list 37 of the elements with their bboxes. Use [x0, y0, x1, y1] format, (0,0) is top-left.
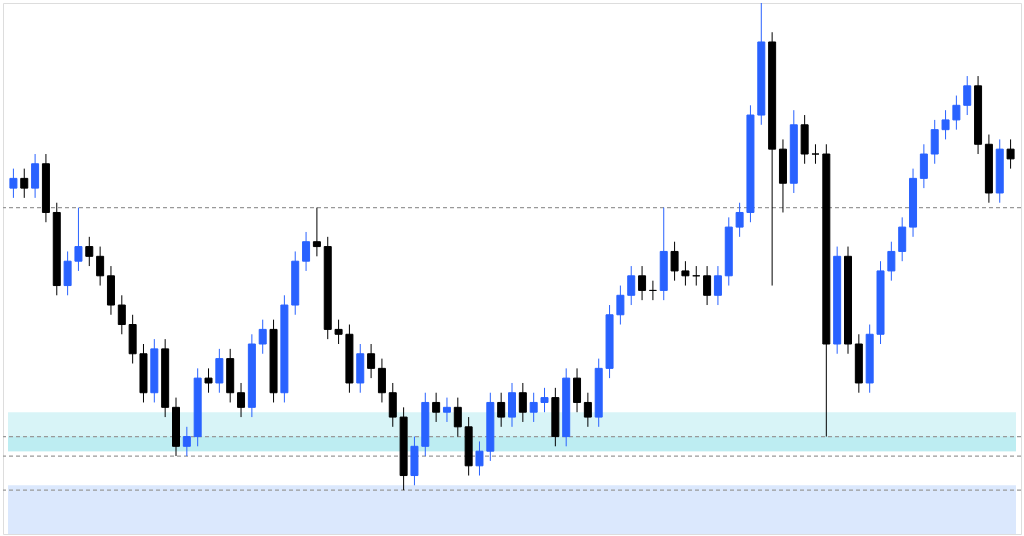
candlestick	[583, 392, 592, 428]
candlestick	[627, 265, 636, 306]
candlestick	[497, 392, 506, 428]
candlestick	[681, 260, 690, 287]
candlestick	[96, 246, 105, 287]
candlestick	[237, 382, 246, 418]
candlestick	[432, 392, 441, 423]
candlestick	[811, 143, 820, 165]
candlestick	[529, 392, 538, 423]
candlestick	[9, 168, 18, 199]
candlestick	[20, 168, 29, 199]
candlestick	[117, 294, 126, 335]
candlestick	[312, 207, 321, 257]
candlestick	[204, 367, 213, 394]
candlestick	[735, 202, 744, 238]
candlestick	[887, 241, 896, 282]
candlestick	[453, 397, 462, 438]
candlestick	[258, 319, 267, 355]
candlestick	[703, 265, 712, 306]
candlestick	[638, 265, 647, 301]
candlestick	[367, 343, 376, 379]
candlestick	[941, 109, 950, 140]
candlestick	[442, 397, 451, 423]
candlestick	[85, 236, 94, 267]
candlestick	[540, 387, 549, 413]
candlestick	[302, 231, 311, 272]
candlestick	[74, 207, 83, 272]
candlestick	[963, 75, 972, 116]
candlestick	[952, 95, 961, 131]
candlestick	[334, 319, 343, 345]
candlestick	[1006, 138, 1015, 170]
candlestick	[670, 241, 679, 282]
candlestick	[182, 426, 191, 457]
candlestick	[713, 265, 722, 306]
candlestick	[616, 285, 625, 326]
candlestick	[518, 382, 527, 423]
candlestick	[475, 440, 484, 477]
